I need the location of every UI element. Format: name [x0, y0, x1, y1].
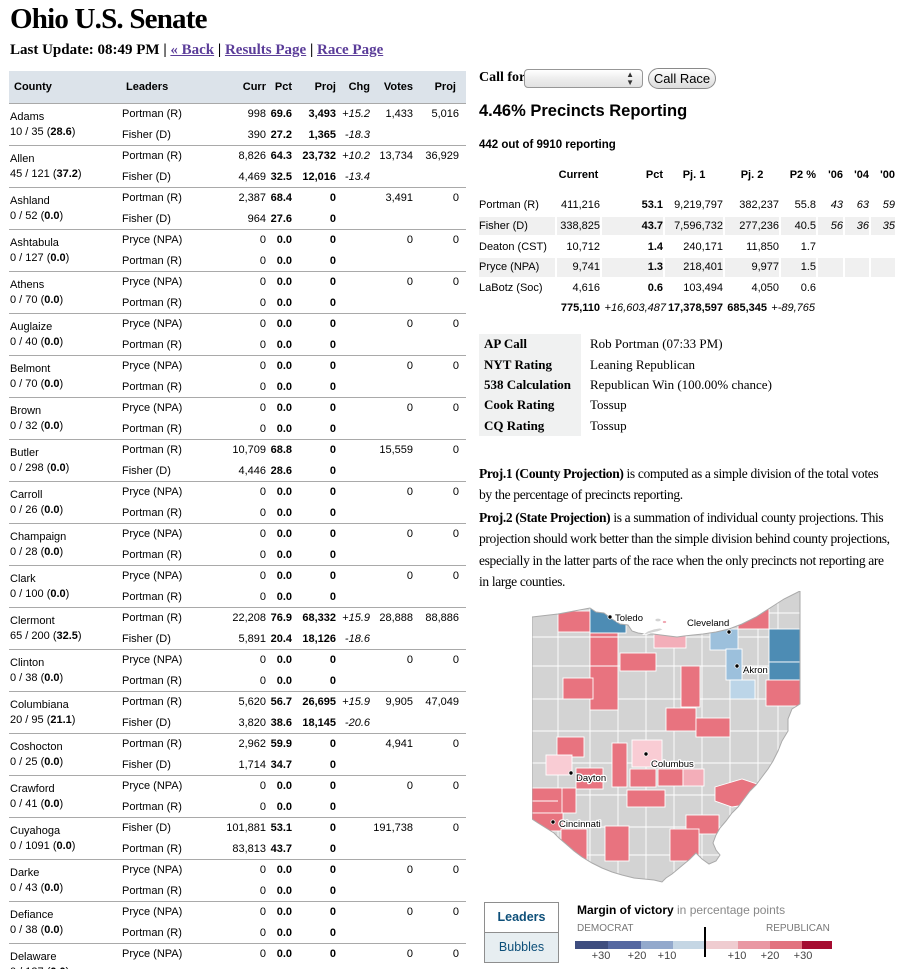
svg-text:Akron: Akron: [743, 665, 768, 676]
svg-text:Cleveland: Cleveland: [687, 618, 729, 629]
svg-text:Toledo: Toledo: [615, 613, 643, 624]
svg-text:Dayton: Dayton: [576, 773, 606, 784]
svg-text:Columbus: Columbus: [651, 759, 694, 770]
svg-text:Cincinnati: Cincinnati: [559, 819, 601, 830]
